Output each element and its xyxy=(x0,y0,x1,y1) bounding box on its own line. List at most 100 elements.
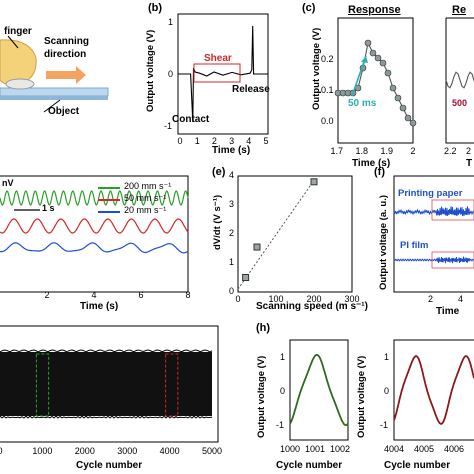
panel-b-xtick: 1 xyxy=(194,136,200,146)
legend-label-50: 50 mm s⁻¹ xyxy=(124,193,167,203)
panel-g-highlight-red xyxy=(165,353,179,417)
panel-f-box-pi xyxy=(431,251,474,269)
panel-c-xtick: 2 xyxy=(410,146,416,156)
panel-f-series-paper xyxy=(393,206,474,217)
panel-d-series-200 xyxy=(0,190,189,206)
panel-d-xtick: 8 xyxy=(185,290,191,300)
panel-g-signal-band xyxy=(0,352,212,416)
panel-c-data-point xyxy=(369,49,377,57)
panel-h2-ytick: 0 xyxy=(384,386,390,396)
panel-h2-series-red xyxy=(393,355,474,425)
panel-b-series-line xyxy=(178,25,268,123)
panel-d-xlabel: Time (s) xyxy=(80,301,119,312)
panel-e-ytick: 0 xyxy=(229,286,235,296)
panel-b-xtick: 5 xyxy=(263,136,269,146)
panel-h-xtick: 1001 xyxy=(305,444,326,454)
scanning-label: Scanning xyxy=(44,36,90,47)
direction-label: direction xyxy=(44,49,87,60)
panel-e-frame xyxy=(237,175,353,293)
panel-d-frame xyxy=(0,175,189,293)
panel-c2-annotation: 500 xyxy=(452,98,468,108)
panel-c-data-point xyxy=(374,54,382,62)
panel-c-ylabel: Output voltage (V) xyxy=(311,27,322,110)
finger-tip xyxy=(5,78,35,90)
panel-h2-plot xyxy=(393,339,474,441)
panel-c-xtick: 1.7 xyxy=(330,146,344,156)
panel-h-series-green xyxy=(289,354,349,426)
panel-c-letter: (c) xyxy=(302,2,316,14)
panel-h2-xlabel: Cycle number xyxy=(384,460,451,471)
panel-f-label-paper: Printing paper xyxy=(398,188,463,199)
panel-h2-xtick: 4004 xyxy=(384,444,405,454)
panel-h-ytick: 0 xyxy=(280,386,286,396)
panel-a-schematic xyxy=(0,35,109,113)
panel-h2-ytick: -1 xyxy=(380,420,389,430)
legend-swatch-20 xyxy=(98,211,120,213)
panel-g-plot xyxy=(0,325,219,443)
panel-b-ylabel: Output voltage (V) xyxy=(145,29,156,112)
panel-b-ytick: -1 xyxy=(164,121,173,131)
legend-label-20: 20 mm s⁻¹ xyxy=(124,205,167,215)
panel-g-xlabel: Cycle number xyxy=(76,460,143,471)
panel-e-fit-line xyxy=(237,180,315,290)
panel-h2-frame xyxy=(393,339,474,441)
panel-h-xtick: 1002 xyxy=(330,444,351,454)
panel-e-letter: (e) xyxy=(212,166,226,178)
panel-d-series-20 xyxy=(0,242,189,254)
panel-d-xtick: 2 xyxy=(44,290,50,300)
panel-h-ytick: 1 xyxy=(280,352,286,362)
contact-annotation: Contact xyxy=(172,114,210,125)
panel-g-xtick: 1000 xyxy=(32,446,53,456)
panel-d-plot xyxy=(0,175,189,293)
panel-f-label-pi: PI film xyxy=(400,240,429,251)
panel-c2-series-line xyxy=(445,71,474,89)
panel-c-arrowhead xyxy=(361,56,368,63)
panel-c-xlabel: Time (s) xyxy=(352,158,391,169)
panel-b-xtick: 2 xyxy=(211,136,217,146)
panel-g-signal-bottom-edge xyxy=(0,415,213,419)
panel-e-xtick: 300 xyxy=(344,294,360,304)
panel-c-plot xyxy=(334,17,417,144)
panel-b-letter: (b) xyxy=(148,2,163,14)
panel-e-ylabel: dV/dt (V s⁻¹) xyxy=(212,194,223,250)
panel-c-data-point xyxy=(379,59,387,67)
panel-c-title: Response xyxy=(348,4,401,16)
panel-d-series-50 xyxy=(0,218,189,234)
panel-e-xtick: 100 xyxy=(268,294,284,304)
panel-c2-xtick: 2.2 xyxy=(444,146,457,156)
panel-c-data-point xyxy=(364,39,372,47)
panel-g-xtick: 2000 xyxy=(74,446,95,456)
panel-h-letter: (h) xyxy=(256,322,271,334)
panel-e-plot xyxy=(237,175,353,293)
panel-c2-xlabel: T xyxy=(466,158,473,169)
panel-f-xtick: 4 xyxy=(458,294,464,304)
panel-c-data-point xyxy=(409,119,417,127)
legend-swatch-200 xyxy=(98,187,120,189)
panel-f-box-paper xyxy=(431,199,474,221)
panel-b-plot xyxy=(177,13,269,135)
panel-d-xtick: 6 xyxy=(138,290,144,300)
panel-c2-xtick: 2 xyxy=(466,146,472,156)
panel-e-ytick: 2 xyxy=(229,228,235,238)
panel-b-ytick: 1 xyxy=(168,17,174,27)
panel-b-xtick: 3 xyxy=(229,136,235,146)
panel-f-series-pi xyxy=(393,256,474,264)
panel-b-shear-box xyxy=(193,63,241,83)
panel-e-ytick: 1 xyxy=(229,257,235,267)
panel-c-data-point xyxy=(384,69,392,77)
panel-e-xtick: 200 xyxy=(306,294,322,304)
panel-c-annotation: 50 ms xyxy=(348,98,377,109)
panel-g-signal-top-edge xyxy=(0,349,213,353)
panel-h-xtick: 1000 xyxy=(280,444,301,454)
panel-f-plot xyxy=(393,175,474,293)
panel-d-xtick: 4 xyxy=(91,290,97,300)
panel-f-ylabel: Output voltage (a. u.) xyxy=(378,195,389,290)
panel-f-frame xyxy=(393,175,474,293)
panel-c-ytick: 0.2 xyxy=(321,54,334,64)
panel-c-data-point xyxy=(404,114,412,122)
panel-b-xlabel: Time (s) xyxy=(212,145,251,156)
panel-g-frame xyxy=(0,325,219,443)
panel-c-data-point xyxy=(389,84,397,92)
object-pointer xyxy=(43,99,61,113)
panel-g-xtick: 4000 xyxy=(159,446,180,456)
